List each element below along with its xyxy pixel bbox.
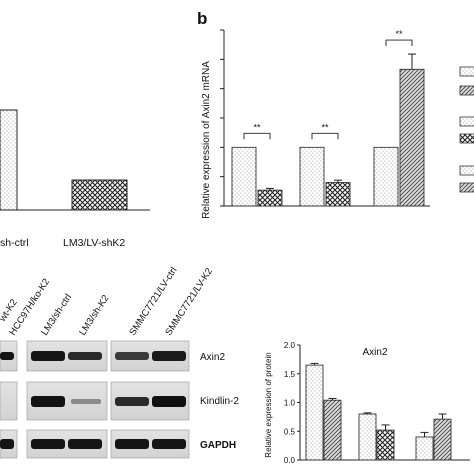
panel-a-bar xyxy=(71,179,128,211)
blot-band xyxy=(31,351,65,361)
blot-band xyxy=(0,439,14,449)
panel-d-bar xyxy=(323,399,342,461)
panel-d-bar xyxy=(376,429,395,461)
panel-b-control-bar xyxy=(231,146,257,207)
panel-d-title: Axin2 xyxy=(362,347,387,358)
panel-d: Axin2 Relative expression of protein 0.0… xyxy=(264,341,470,465)
blot-label-gapdh: GAPDH xyxy=(200,440,236,451)
panel-b-sig-label: ** xyxy=(253,122,261,132)
panel-a-bar xyxy=(0,109,18,211)
panel-d-bars xyxy=(305,362,452,461)
panel-c: wt-K2 HCC97H/ko-K2 LM3/sh-ctrl LM3/sh-K2… xyxy=(0,265,239,459)
blot-row-axin2: Axin2 xyxy=(0,340,225,372)
panel-b-sig-label: ** xyxy=(321,122,329,132)
blot-band xyxy=(68,439,102,449)
panel-b-bars xyxy=(231,53,425,207)
panel-b-significance: ** ** ** xyxy=(243,29,413,140)
legend-swatch-1 xyxy=(459,66,474,77)
panel-b-sig-label: ** xyxy=(395,29,403,39)
panel-d-bar xyxy=(415,436,434,461)
blot-band xyxy=(31,396,65,407)
panel-a: sh-ctrl LM3/LV-shK2 xyxy=(0,109,150,249)
panel-b: b Relative expression of Axin2 mRNA ** **… xyxy=(197,9,474,219)
legend-swatch-4 xyxy=(459,133,474,144)
blot-band xyxy=(152,351,186,361)
panel-d-bar xyxy=(305,364,324,461)
blot-band xyxy=(71,399,101,404)
blot-label-axin2: Axin2 xyxy=(200,352,225,363)
blot-band xyxy=(115,352,149,360)
panel-d-y-label: Relative expression of protein xyxy=(264,352,273,457)
panel-b-sig-bracket xyxy=(311,132,339,140)
panel-a-bars xyxy=(0,109,128,211)
blot-label-kindlin2: Kindlin-2 xyxy=(200,396,239,407)
blot-row-gapdh: GAPDH xyxy=(0,429,236,459)
blot-band xyxy=(115,397,149,406)
blot-band xyxy=(152,396,186,407)
panel-d-y-tick-label: 1.5 xyxy=(284,370,296,379)
blot-band xyxy=(115,439,149,449)
panel-b-letter: b xyxy=(197,9,207,28)
panel-d-y-tick-label: 2.0 xyxy=(284,341,296,350)
panel-a-tick-1: sh-ctrl xyxy=(0,237,29,249)
blot-band xyxy=(0,352,14,360)
panel-d-bar xyxy=(433,418,452,461)
panel-b-sig-bracket xyxy=(243,132,271,140)
blot-band xyxy=(31,439,65,449)
blot-membrane xyxy=(0,381,18,421)
legend-swatch-2 xyxy=(459,85,474,96)
panel-a-tick-2: LM3/LV-shK2 xyxy=(63,237,125,249)
panel-b-control-bar xyxy=(299,146,325,207)
panel-b-treated-bar xyxy=(257,189,283,207)
legend-swatch-6 xyxy=(459,182,474,193)
lane-label-4: LM3/sh-K2 xyxy=(77,293,111,338)
panel-d-y-tick-label: 0.0 xyxy=(284,456,296,465)
panel-b-treated-bar xyxy=(325,182,351,207)
panel-d-bar xyxy=(358,413,377,461)
legend-swatch-3 xyxy=(459,116,474,127)
blot-band xyxy=(68,352,102,360)
panel-b-sig-bracket xyxy=(385,39,413,47)
panel-b-y-label: Relative expression of Axin2 mRNA xyxy=(201,61,212,219)
panel-b-legend xyxy=(459,66,474,193)
blot-row-kindlin2: Kindlin-2 xyxy=(0,381,239,421)
panel-d-y-tick-label: 1.0 xyxy=(284,399,296,408)
panel-b-treated-bar xyxy=(399,68,425,207)
legend-swatch-5 xyxy=(459,165,474,176)
blot-band xyxy=(152,439,186,449)
panel-b-control-bar xyxy=(373,146,399,207)
panel-d-y-tick-label: 0.5 xyxy=(284,427,296,436)
lane-label-3: LM3/sh-ctrl xyxy=(39,292,74,337)
